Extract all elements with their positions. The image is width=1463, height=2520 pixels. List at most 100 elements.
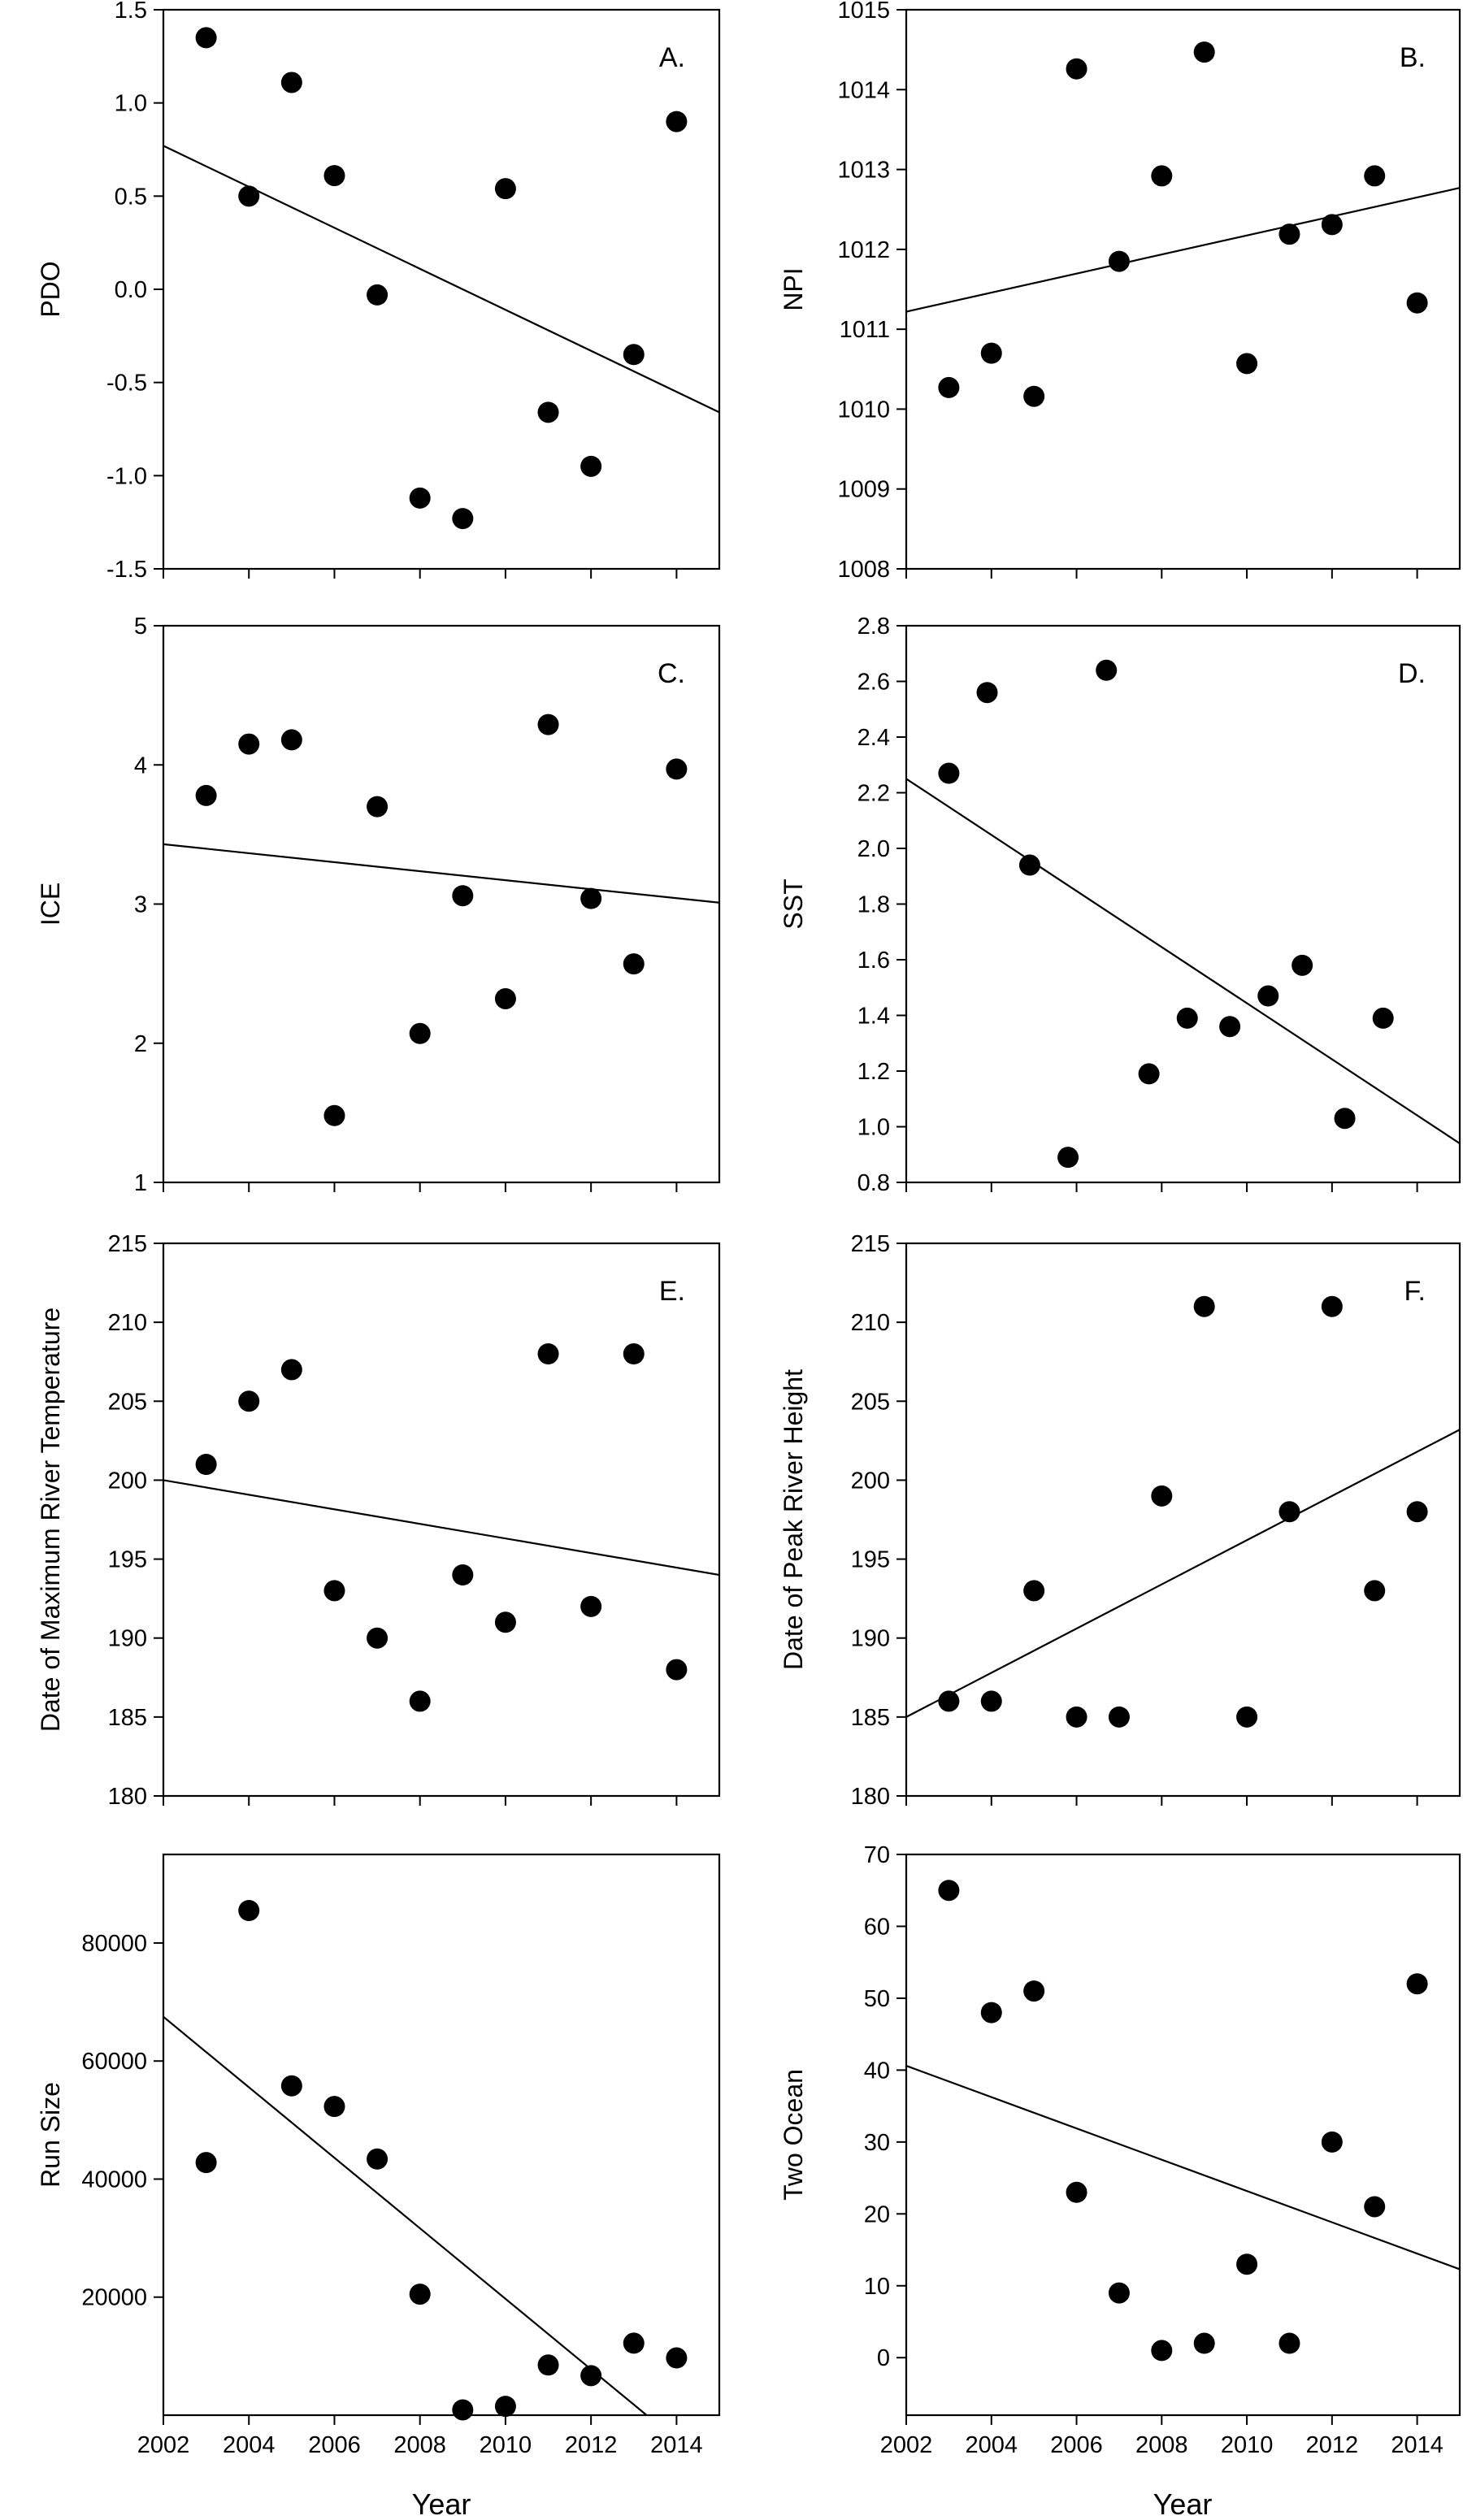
data-point (623, 953, 645, 975)
x-tick-label: 2010 (480, 2432, 532, 2458)
panel-label: E. (659, 1276, 685, 1307)
data-point (938, 1690, 960, 1712)
data-point (1023, 1580, 1045, 1602)
y-tick-label: 205 (108, 1389, 147, 1415)
data-point (1057, 1147, 1079, 1169)
y-tick-label: 2.0 (857, 836, 890, 862)
data-point (1151, 2340, 1173, 2362)
data-point (280, 1359, 302, 1381)
data-point (195, 2152, 217, 2174)
x-tick-label: 2014 (650, 2432, 703, 2458)
x-tick-label: 2010 (1221, 2432, 1274, 2458)
data-point (623, 344, 645, 366)
y-tick-label: 1012 (837, 237, 890, 263)
data-point (494, 1611, 516, 1633)
data-point (580, 887, 602, 909)
panel-1: 1.5 1.0 0.5 0.0 -0.5 -1.0 -1.5 PDO A. (36, 0, 721, 583)
data-point (1193, 2332, 1215, 2354)
plot-frame (905, 1853, 1461, 2417)
data-point (1364, 1580, 1386, 1602)
panel-3: 5 4 3 2 1 ICE C. (36, 614, 721, 1196)
data-point (1257, 985, 1279, 1007)
x-tick-label: 2004 (223, 2432, 276, 2458)
y-tick-label: 60 (864, 1914, 890, 1940)
y-tick-label: 190 (851, 1626, 890, 1652)
plot-frame (162, 1853, 721, 2417)
data-point (1219, 1016, 1241, 1038)
data-point (1108, 1706, 1130, 1728)
y-axis-label: PDO (36, 261, 65, 317)
y-tick-label: 5 (134, 614, 147, 640)
plot-frame (905, 624, 1461, 1184)
y-tick-label: 1.4 (857, 1004, 890, 1030)
y-tick-label: 1013 (837, 158, 890, 184)
data-point (409, 2284, 431, 2305)
panel-2: 1015 1014 1013 1012 1011 1010 1009 1008 NPI B. (779, 0, 1461, 583)
data-point (1236, 2253, 1258, 2275)
plot-frame (162, 8, 721, 570)
y-tick-label: 1015 (837, 0, 890, 24)
data-point (1018, 854, 1040, 876)
data-point (452, 508, 474, 530)
data-point (494, 178, 516, 200)
x-tick-label: 2006 (308, 2432, 361, 2458)
y-tick-label: 70 (864, 1842, 890, 1868)
data-point (537, 1343, 559, 1364)
data-point (323, 2096, 345, 2118)
data-point (666, 1659, 688, 1681)
panel-label: C. (658, 658, 685, 689)
y-tick-label: 180 (851, 1784, 890, 1810)
y-tick-label: 3 (134, 892, 147, 918)
y-tick-label: 80000 (81, 1931, 147, 1957)
panel-6: 215 210 205 200 195 190 185 180 Date of Peak Riv… (779, 1231, 1461, 1810)
data-point (238, 733, 260, 755)
y-tick-label: 60000 (81, 2049, 147, 2075)
y-tick-label: 185 (108, 1705, 147, 1731)
data-point (1023, 385, 1045, 407)
data-point (1151, 165, 1173, 187)
data-point (1364, 2196, 1386, 2218)
data-point (976, 682, 998, 704)
data-point (980, 1690, 1002, 1712)
y-tick-label: 210 (108, 1310, 147, 1336)
panel-label: B. (1400, 42, 1426, 73)
data-point (537, 713, 559, 735)
y-axis-label: Date of Maximum River Temperature (36, 1308, 65, 1732)
data-point (195, 784, 217, 806)
panel-5: 215 210 205 200 195 190 185 180 Date of Maximum … (36, 1231, 721, 1810)
y-tick-label: 1008 (837, 557, 890, 583)
data-point (1176, 1007, 1198, 1029)
data-point (537, 401, 559, 423)
data-point (580, 455, 602, 477)
y-tick-label: 210 (851, 1310, 890, 1336)
data-point (367, 284, 389, 306)
data-point (1321, 214, 1343, 236)
y-tick-label: 1.0 (115, 91, 147, 117)
x-tick-label: 2006 (1050, 2432, 1103, 2458)
data-point (938, 1880, 960, 1902)
y-tick-label: 205 (851, 1389, 890, 1415)
y-tick-label: 0.0 (115, 277, 147, 303)
trend-line (906, 187, 1460, 313)
data-point (1236, 1706, 1258, 1728)
data-point (323, 1580, 345, 1602)
panel-label: F. (1404, 1276, 1426, 1307)
data-point (666, 111, 688, 132)
data-point (280, 729, 302, 751)
data-point (367, 796, 389, 818)
data-point (367, 2148, 389, 2170)
y-tick-label: 0 (877, 2345, 890, 2371)
y-axis-label: SST (779, 878, 808, 929)
data-point (1096, 659, 1118, 681)
data-point (238, 1900, 260, 1921)
y-tick-label: 215 (108, 1231, 147, 1257)
y-tick-label: 2.8 (857, 614, 890, 640)
data-point (938, 762, 960, 784)
trend-line (163, 1479, 719, 1577)
y-axis-label: ICE (36, 883, 65, 926)
data-point (1193, 1295, 1215, 1317)
y-tick-label: 200 (108, 1468, 147, 1494)
y-tick-label: 185 (851, 1705, 890, 1731)
data-point (1066, 2181, 1087, 2203)
